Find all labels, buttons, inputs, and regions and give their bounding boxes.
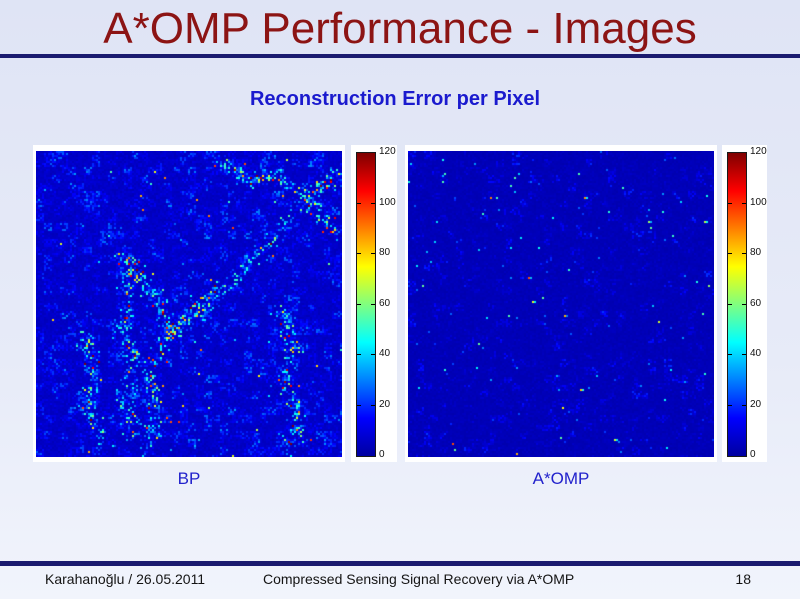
footer-author-date: Karahanoğlu / 26.05.2011 <box>45 571 206 587</box>
colorbar-tick-mark <box>728 303 732 305</box>
colorbar-tick-mark <box>357 303 361 305</box>
figure-title: Reconstruction Error per Pixel <box>249 88 541 110</box>
colorbar-tick-mark <box>357 354 361 355</box>
colorbar-tick-mark <box>728 354 732 355</box>
colorbar-tick: 0 <box>750 449 756 460</box>
colorbar-tick-mark <box>357 253 361 254</box>
footer-divider <box>0 561 800 566</box>
colorbar-tick: 40 <box>750 348 762 359</box>
aomp-colorbar-panel: 120 100 80 60 40 20 0 <box>722 145 767 462</box>
colorbar-tick-mark <box>742 303 746 305</box>
colorbar-tick: 120 <box>750 146 767 157</box>
bp-figure-label: BP <box>177 469 201 488</box>
colorbar-tick-mark <box>728 404 732 406</box>
colorbar-tick-mark <box>742 354 746 355</box>
aomp-error-heatmap <box>408 151 714 457</box>
aomp-figure-label: A*OMP <box>532 469 590 488</box>
footer-presentation-title: Compressed Sensing Signal Recovery via A… <box>263 571 575 587</box>
colorbar-tick: 120 <box>379 146 396 157</box>
colorbar-tick: 40 <box>379 348 391 359</box>
colorbar-tick-mark <box>371 354 375 355</box>
colorbar-tick: 100 <box>379 196 396 208</box>
colorbar-tick-mark <box>742 404 746 406</box>
colorbar-tick-mark <box>728 202 732 204</box>
colorbar-tick: 0 <box>379 449 385 460</box>
colorbar-tick-mark <box>357 404 361 406</box>
colorbar-tick-mark <box>371 404 375 406</box>
colorbar-tick-mark <box>742 202 746 204</box>
footer-page-number: 18 <box>735 571 751 587</box>
aomp-heatmap-panel <box>405 145 717 462</box>
title-divider <box>0 54 800 58</box>
bp-error-heatmap <box>36 151 342 457</box>
colorbar-tick-mark <box>728 253 732 254</box>
slide-title: A*OMP Performance - Images <box>103 4 697 53</box>
bp-heatmap-panel <box>33 145 345 462</box>
bp-colorbar-gradient <box>356 152 376 457</box>
aomp-colorbar-gradient <box>727 152 747 457</box>
colorbar-tick: 60 <box>379 297 391 309</box>
colorbar-tick-mark <box>371 303 375 305</box>
colorbar-tick: 60 <box>750 297 762 309</box>
colorbar-tick-mark <box>357 202 361 204</box>
colorbar-tick: 20 <box>379 398 391 410</box>
colorbar-tick-mark <box>371 253 375 254</box>
colorbar-tick-mark <box>742 253 746 254</box>
colorbar-tick: 100 <box>750 196 767 208</box>
colorbar-tick: 80 <box>379 247 391 258</box>
colorbar-tick-mark <box>371 202 375 204</box>
bp-colorbar-panel: 120 100 80 60 40 20 0 <box>351 145 397 462</box>
colorbar-tick: 20 <box>750 398 762 410</box>
colorbar-tick: 80 <box>750 247 762 258</box>
